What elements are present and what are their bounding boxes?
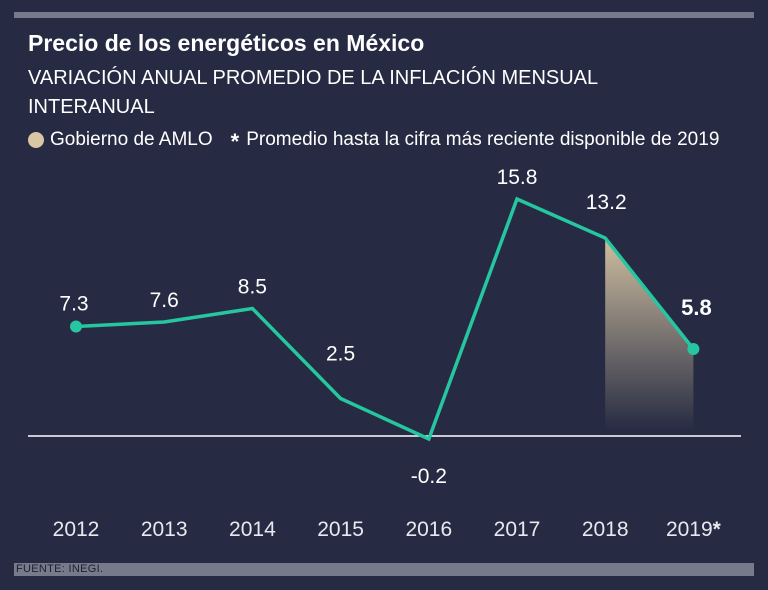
legend-note-label: Promedio hasta la cifra más reciente dis… bbox=[246, 129, 720, 150]
data-point-2012 bbox=[70, 320, 82, 333]
value-label-2012: 7.3 bbox=[59, 293, 88, 316]
x-tick-label-2015: 2015 bbox=[317, 518, 364, 541]
value-label-2018: 13.2 bbox=[586, 191, 627, 214]
data-point-2019 bbox=[687, 343, 700, 355]
source-note: FUENTE: INEGI. bbox=[16, 563, 104, 575]
x-tick-label-2017: 2017 bbox=[494, 518, 541, 541]
value-label-2017: 15.8 bbox=[497, 166, 538, 189]
value-label-2019: 5.8 bbox=[681, 295, 712, 320]
x-tick-label-2018: 2018 bbox=[582, 518, 629, 541]
legend-highlight-label: Gobierno de AMLO bbox=[50, 129, 213, 150]
x-tick-label-2012: 2012 bbox=[53, 518, 100, 541]
legend: Gobierno de AMLO * Promedio hasta la cif… bbox=[28, 127, 720, 154]
highlight-swatch-icon bbox=[28, 132, 44, 148]
x-tick-label-2014: 2014 bbox=[229, 518, 276, 541]
x-tick-label-2013: 2013 bbox=[141, 518, 188, 541]
value-label-2016: -0.2 bbox=[411, 465, 447, 488]
series-line bbox=[74, 196, 696, 442]
chart-title: Precio de los energéticos en México bbox=[28, 30, 425, 56]
value-label-2013: 7.6 bbox=[150, 289, 179, 312]
value-label-2014: 8.5 bbox=[238, 276, 267, 299]
top-rule bbox=[14, 12, 754, 18]
value-label-2015: 2.5 bbox=[326, 343, 355, 366]
footer-bar bbox=[14, 563, 754, 576]
chart-subtitle: VARIACIÓN ANUAL PROMEDIO DE LA INFLACIÓN… bbox=[28, 67, 598, 118]
amlo-highlight-area bbox=[605, 238, 694, 431]
x-tick-label-2016: 2016 bbox=[405, 518, 452, 541]
legend-note-symbol: * bbox=[230, 129, 240, 154]
x-tick-label-2019: 2019* bbox=[666, 518, 722, 541]
